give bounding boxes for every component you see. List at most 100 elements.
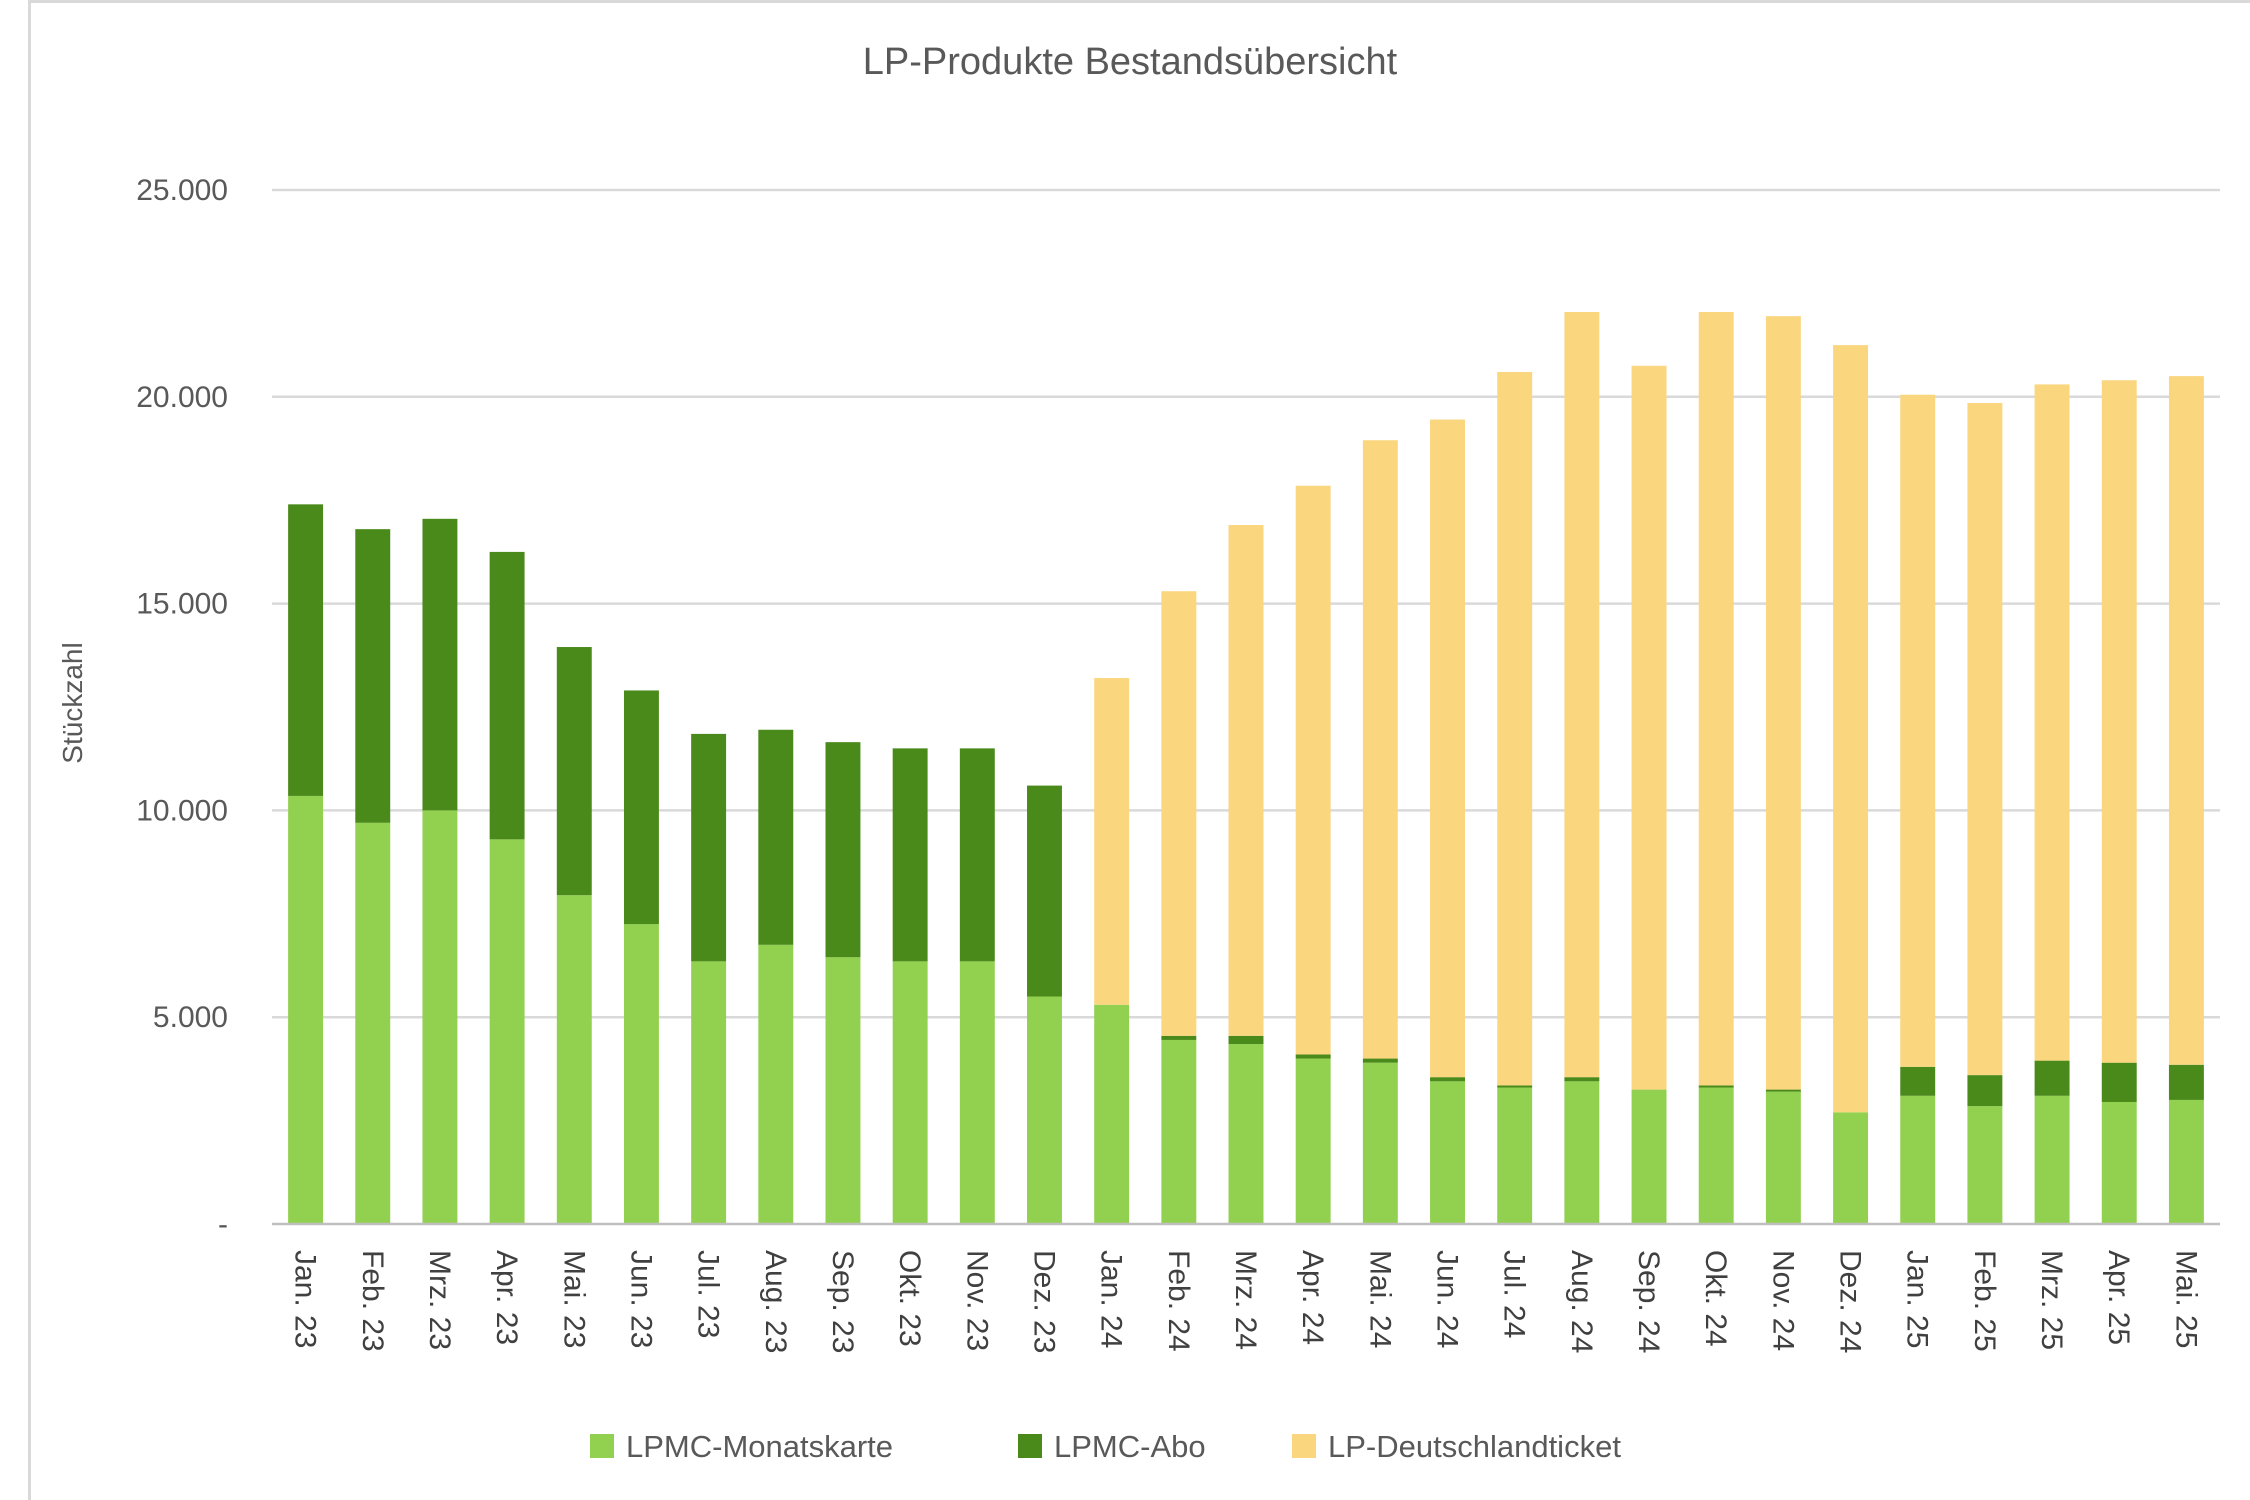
bar-segment-lp-deutschlandticket — [1295, 485, 1331, 1055]
bar-segment-lpmc-monatskarte — [1967, 1106, 2003, 1224]
bar-segment-lp-deutschlandticket — [2168, 376, 2204, 1065]
bar-segment-lp-deutschlandticket — [1765, 316, 1801, 1090]
bar-segment-lpmc-monatskarte — [1161, 1039, 1197, 1224]
bar-segment-lpmc-monatskarte — [2168, 1099, 2204, 1224]
bar-segment-lpmc-monatskarte — [691, 961, 727, 1224]
bar-segment-lpmc-monatskarte — [489, 839, 525, 1224]
x-tick-label: Mai. 24 — [1363, 1250, 1396, 1348]
y-axis-label: Stückzahl — [57, 642, 88, 763]
bar-segment-lp-deutschlandticket — [1497, 371, 1533, 1086]
bar-segment-lpmc-abo — [2168, 1064, 2204, 1100]
y-tick-label: 15.000 — [136, 588, 228, 621]
y-tick-label: - — [218, 1208, 228, 1241]
bar-segment-lp-deutschlandticket — [2101, 380, 2137, 1063]
bar-segment-lpmc-monatskarte — [623, 924, 659, 1224]
bar-segment-lp-deutschlandticket — [1094, 678, 1130, 1005]
x-tick-label: Jan. 24 — [1095, 1250, 1128, 1348]
bar-segment-lpmc-monatskarte — [422, 810, 458, 1224]
bar-segment-lpmc-monatskarte — [2034, 1095, 2070, 1224]
bar-segment-lpmc-monatskarte — [1497, 1087, 1533, 1224]
bar-segment-lpmc-monatskarte — [2101, 1101, 2137, 1224]
legend-item: LPMC-Monatskarte — [590, 1429, 893, 1464]
bar-segment-lpmc-monatskarte — [288, 795, 324, 1224]
bar-segment-lpmc-monatskarte — [1430, 1081, 1465, 1224]
bar-segment-lp-deutschlandticket — [1967, 403, 2003, 1076]
bar-segment-lpmc-monatskarte — [1833, 1112, 1869, 1224]
x-tick-label: Feb. 25 — [1968, 1250, 2001, 1352]
x-tick-label: Jul. 24 — [1498, 1250, 1531, 1338]
bar-segment-lpmc-abo — [892, 748, 928, 962]
bar-segment-lpmc-monatskarte — [1362, 1062, 1398, 1224]
bars — [288, 312, 2204, 1224]
x-tick-label: Dez. 23 — [1027, 1250, 1060, 1353]
x-tick-label: Mai. 23 — [557, 1250, 590, 1348]
legend-swatch — [590, 1434, 614, 1458]
bar-segment-lp-deutschlandticket — [1430, 419, 1465, 1078]
bar-segment-lpmc-abo — [1430, 1077, 1465, 1082]
bar-segment-lp-deutschlandticket — [1362, 440, 1398, 1059]
bar-segment-lpmc-abo — [758, 729, 794, 945]
legend-label: LPMC-Monatskarte — [626, 1429, 893, 1464]
y-tick-label: 20.000 — [136, 381, 228, 414]
bar-segment-lpmc-abo — [355, 529, 391, 823]
x-tick-label: Okt. 24 — [1699, 1250, 1732, 1347]
bar-segment-lpmc-abo — [1362, 1058, 1398, 1063]
bar-segment-lpmc-abo — [1295, 1054, 1331, 1059]
x-tick-label: Jan. 23 — [289, 1250, 322, 1348]
bar-segment-lpmc-monatskarte — [1765, 1091, 1801, 1224]
legend: LPMC-Monatskarte LPMC-Abo LP-Deutschlandti… — [590, 1429, 1621, 1464]
bar-segment-lpmc-abo — [825, 742, 861, 958]
y-tick-label: 5.000 — [153, 1001, 228, 1034]
legend-swatch — [1292, 1434, 1316, 1458]
bar-segment-lpmc-monatskarte — [1900, 1095, 1936, 1224]
bar-segment-lp-deutschlandticket — [1564, 312, 1600, 1078]
x-tick-label: Feb. 24 — [1162, 1250, 1195, 1352]
x-tick-label: Jun. 24 — [1431, 1250, 1464, 1348]
x-tick-label: Nov. 24 — [1766, 1250, 1799, 1351]
x-tick-label: Apr. 24 — [1296, 1250, 1329, 1345]
bar-segment-lpmc-abo — [422, 518, 458, 811]
bar-segment-lpmc-monatskarte — [959, 961, 995, 1224]
bar-segment-lp-deutschlandticket — [1631, 365, 1667, 1090]
bar-segment-lpmc-monatskarte — [892, 961, 928, 1224]
bar-segment-lpmc-abo — [1564, 1077, 1600, 1082]
bar-segment-lpmc-monatskarte — [1698, 1087, 1734, 1224]
bar-segment-lpmc-abo — [556, 647, 592, 896]
x-tick-label: Apr. 23 — [490, 1250, 523, 1345]
bar-segment-lpmc-monatskarte — [1228, 1044, 1264, 1224]
x-tick-label: Dez. 24 — [1834, 1250, 1867, 1353]
x-tick-label: Jun. 23 — [624, 1250, 657, 1348]
bar-segment-lpmc-monatskarte — [1295, 1058, 1331, 1224]
bar-segment-lp-deutschlandticket — [1161, 591, 1197, 1036]
x-tick-label: Jul. 23 — [692, 1250, 725, 1338]
bar-segment-lpmc-monatskarte — [1094, 1004, 1130, 1224]
bar-segment-lpmc-abo — [1900, 1066, 1936, 1096]
bar-segment-lpmc-monatskarte — [825, 957, 861, 1224]
bar-segment-lpmc-abo — [1497, 1085, 1533, 1088]
legend-item: LPMC-Abo — [1018, 1429, 1206, 1464]
bar-segment-lpmc-abo — [959, 748, 995, 962]
y-tick-label: 10.000 — [136, 794, 228, 827]
legend-swatch — [1018, 1434, 1042, 1458]
bar-segment-lp-deutschlandticket — [1698, 312, 1734, 1086]
chart-title: LP-Produkte Bestandsübersicht — [863, 41, 1398, 83]
bar-segment-lpmc-abo — [288, 504, 324, 796]
x-tick-label: Feb. 23 — [356, 1250, 389, 1352]
chart-frame — [28, 0, 2250, 1500]
legend-label: LP-Deutschlandticket — [1328, 1429, 1621, 1464]
bar-segment-lpmc-abo — [1967, 1075, 2003, 1107]
bar-segment-lpmc-monatskarte — [1027, 996, 1062, 1224]
bar-segment-lpmc-abo — [1161, 1035, 1197, 1040]
x-axis-ticks: Jan. 23 Feb. 23 Mrz. 23 Apr. 23 Mai. 23 Jun. … — [289, 1250, 2203, 1353]
bar-segment-lpmc-abo — [1228, 1035, 1264, 1045]
x-tick-label: Mrz. 23 — [423, 1250, 456, 1350]
bar-segment-lpmc-monatskarte — [1631, 1089, 1667, 1224]
bar-segment-lp-deutschlandticket — [1833, 345, 1869, 1113]
x-tick-label: Aug. 23 — [759, 1250, 792, 1353]
legend-item: LP-Deutschlandticket — [1292, 1429, 1621, 1464]
x-tick-label: Mrz. 25 — [2035, 1250, 2068, 1350]
x-tick-label: Okt. 23 — [893, 1250, 926, 1347]
bar-segment-lpmc-monatskarte — [758, 944, 794, 1224]
legend-label: LPMC-Abo — [1054, 1429, 1206, 1464]
